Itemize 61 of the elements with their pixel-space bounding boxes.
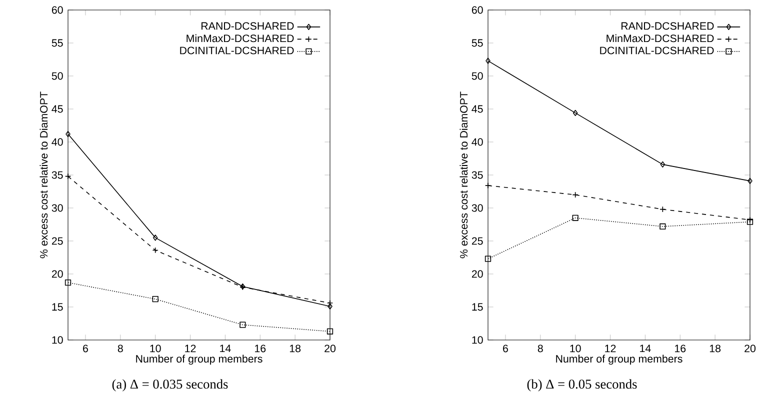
x-tick-label: 20: [324, 344, 336, 352]
x-tick-label: 12: [605, 344, 616, 352]
y-tick-label: 25: [52, 237, 63, 245]
y-tick-label: 55: [52, 39, 63, 47]
y-tick-label: 30: [472, 204, 483, 212]
y-tick-label: 60: [472, 6, 483, 14]
y-tick-label: 25: [472, 237, 483, 245]
legend-label: DCINITIAL-DCSHARED: [180, 46, 294, 54]
y-tick-label: 60: [52, 6, 63, 14]
point: [660, 161, 666, 168]
point: [572, 214, 578, 221]
point: [152, 234, 158, 241]
x-axis-title: Number of group members: [556, 354, 682, 365]
x-tick-label: 14: [640, 344, 651, 352]
y-tick-label: 30: [52, 204, 63, 212]
x-tick-label: 16: [675, 344, 686, 352]
y-tick-label: 20: [472, 270, 483, 278]
y-tick-label: 35: [472, 171, 483, 179]
text: (a) Δ = 0.035 seconds: [112, 379, 228, 392]
x-tick-label: 10: [150, 344, 161, 352]
x-tick-label: 16: [255, 344, 266, 352]
x-tick-label: 20: [744, 344, 756, 352]
legend-label: DCINITIAL-DCSHARED: [600, 46, 714, 54]
y-tick-label: 55: [472, 39, 483, 47]
x-tick-label: 10: [570, 344, 581, 352]
x-tick-label: 14: [220, 344, 231, 352]
x-axis-title: Number of group members: [136, 354, 262, 365]
point: [484, 256, 492, 262]
x-tick-label: 12: [185, 344, 196, 352]
x-tick-label: 8: [538, 344, 543, 352]
y-tick-label: 50: [472, 72, 483, 80]
point: [572, 110, 578, 116]
legend-label: RAND-DCSHARED: [202, 22, 294, 30]
y-tick-label: 10: [52, 336, 63, 344]
x-tick-label: 6: [503, 344, 508, 352]
y-tick-label: 40: [52, 138, 63, 146]
point: [326, 328, 334, 334]
x-tick-label: 8: [118, 344, 123, 352]
point: [660, 223, 666, 230]
x-tick-label: 18: [290, 344, 301, 352]
y-tick-label: 20: [52, 270, 63, 278]
y-tick-label: 15: [472, 303, 483, 311]
point: [64, 280, 72, 286]
legend-label: MinMaxD-DCSHARED: [186, 34, 294, 42]
y-tick-label: 45: [52, 105, 63, 113]
y-tick-label: 35: [52, 171, 63, 179]
y-tick-label: 40: [472, 138, 483, 146]
y-tick-label: 15: [52, 303, 63, 311]
point: [240, 322, 246, 328]
x-tick-label: 18: [710, 344, 721, 352]
point: [152, 296, 158, 302]
legend-label: MinMaxD-DCSHARED: [606, 34, 714, 42]
legend-label: RAND-DCSHARED: [622, 22, 714, 30]
y-axis-title: % excess cost relative to DiamOPT: [40, 92, 48, 258]
y-tick-label: 10: [472, 336, 483, 344]
point: [746, 218, 754, 225]
y-tick-label: 50: [52, 72, 63, 80]
text: (b) Δ = 0.05 seconds: [527, 379, 637, 392]
x-tick-label: 6: [83, 344, 88, 352]
y-axis-title: % excess cost relative to DiamOPT: [460, 92, 468, 258]
y-tick-label: 45: [472, 105, 483, 113]
